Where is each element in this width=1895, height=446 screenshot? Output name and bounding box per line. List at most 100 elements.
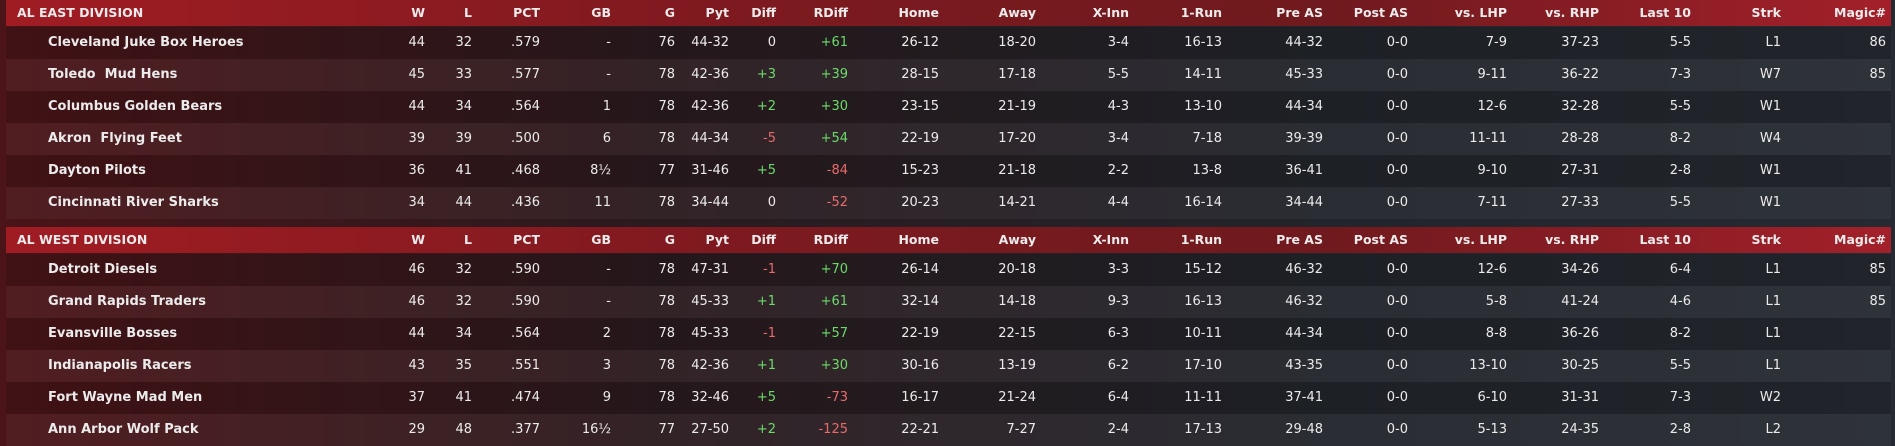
l: 34: [455, 99, 472, 114]
last-10: 2-8: [1669, 422, 1691, 437]
team: Indianapolis Racers: [48, 358, 192, 373]
streak: L1: [1765, 294, 1781, 309]
header-pyt: Pyt: [705, 5, 729, 20]
header-away: Away: [998, 232, 1036, 247]
last-10: 7-3: [1669, 390, 1691, 405]
pre-as: 46-32: [1285, 294, 1323, 309]
g: 76: [658, 35, 675, 50]
rdiff: +30: [820, 358, 848, 373]
header-post-as: Post AS: [1353, 5, 1408, 20]
rdiff: -73: [826, 390, 848, 405]
pre-as: 44-34: [1285, 326, 1323, 341]
g: 78: [658, 294, 675, 309]
rdiff: +61: [820, 294, 848, 309]
header-rdiff: RDiff: [813, 5, 848, 20]
home: 26-14: [901, 262, 939, 277]
pyt: 42-36: [691, 99, 729, 114]
x-inn: 3-4: [1107, 131, 1129, 146]
header-team: AL WEST DIVISION: [17, 232, 148, 247]
away: 7-27: [1006, 422, 1036, 437]
streak: L1: [1765, 358, 1781, 373]
header-pct: PCT: [513, 5, 540, 20]
vs-rhp: 27-31: [1561, 163, 1599, 178]
w: 44: [408, 99, 425, 114]
diff: +1: [756, 358, 776, 373]
vs-lhp: 8-8: [1485, 326, 1507, 341]
vs-rhp: 24-35: [1561, 422, 1599, 437]
last-10: 5-5: [1669, 358, 1691, 373]
team-row[interactable]: Dayton Pilots 36 41 .468 8½ 77 31-46 +5 -84 15-23…: [6, 155, 1891, 187]
division-header: AL EAST DIVISION W L PCT GB G Pyt Diff RDiff Home…: [6, 0, 1891, 26]
diff: +5: [756, 390, 776, 405]
one-run: 13-8: [1192, 163, 1222, 178]
last-10: 7-3: [1669, 67, 1691, 82]
last-10: 8-2: [1669, 326, 1691, 341]
header-x-inn: X-Inn: [1092, 232, 1129, 247]
pct: .474: [511, 390, 540, 405]
x-inn: 4-4: [1107, 195, 1129, 210]
streak: L2: [1765, 422, 1781, 437]
vs-rhp: 41-24: [1561, 294, 1599, 309]
team-row[interactable]: Grand Rapids Traders 46 32 .590 - 78 45-33 +1 +6…: [6, 286, 1891, 318]
team-row[interactable]: Columbus Golden Bears 44 34 .564 1 78 42-36 +2 +…: [6, 91, 1891, 123]
magic-number: 85: [1869, 67, 1886, 82]
header-streak: Strk: [1751, 5, 1781, 20]
l: 41: [455, 163, 472, 178]
l: 35: [455, 358, 472, 373]
pre-as: 29-48: [1285, 422, 1323, 437]
team-row[interactable]: Cleveland Juke Box Heroes 44 32 .579 - 76 44-3…: [6, 27, 1891, 59]
vs-rhp: 37-23: [1561, 35, 1599, 50]
post-as: 0-0: [1386, 294, 1408, 309]
team-row[interactable]: Indianapolis Racers 43 35 .551 3 78 42-36 +1 +30…: [6, 350, 1891, 382]
post-as: 0-0: [1386, 163, 1408, 178]
home: 15-23: [901, 163, 939, 178]
gb: -: [606, 294, 611, 309]
streak: L1: [1765, 262, 1781, 277]
diff: +1: [756, 294, 776, 309]
away: 13-19: [998, 358, 1036, 373]
gb: 16½: [581, 422, 611, 437]
last-10: 5-5: [1669, 99, 1691, 114]
pre-as: 34-44: [1285, 195, 1323, 210]
header-vs-lhp: vs. LHP: [1454, 5, 1507, 20]
diff: 0: [767, 195, 776, 210]
team-row[interactable]: Toledo Mud Hens 45 33 .577 - 78 42-36 +3 +39 28-1…: [6, 59, 1891, 91]
post-as: 0-0: [1386, 195, 1408, 210]
g: 78: [658, 195, 675, 210]
one-run: 14-11: [1184, 67, 1222, 82]
home: 22-19: [901, 326, 939, 341]
post-as: 0-0: [1386, 262, 1408, 277]
l: 48: [455, 422, 472, 437]
rdiff: +30: [820, 99, 848, 114]
g: 77: [658, 163, 675, 178]
header-one-run: 1-Run: [1180, 5, 1222, 20]
rdiff: -125: [818, 422, 848, 437]
header-pct: PCT: [513, 232, 540, 247]
pyt: 34-44: [691, 195, 729, 210]
magic-number: 85: [1869, 294, 1886, 309]
w: 43: [408, 358, 425, 373]
team-row[interactable]: Detroit Diesels 46 32 .590 - 78 47-31 -1 +70 26-1…: [6, 254, 1891, 286]
magic-number: 85: [1869, 262, 1886, 277]
vs-lhp: 7-9: [1485, 35, 1507, 50]
x-inn: 2-2: [1107, 163, 1129, 178]
header-home: Home: [898, 5, 939, 20]
diff: -1: [763, 326, 776, 341]
team-row[interactable]: Evansville Bosses 44 34 .564 2 78 45-33 -1 +57 22…: [6, 318, 1891, 350]
team-row[interactable]: Akron Flying Feet 39 39 .500 6 78 44-34 -5 +54 22…: [6, 123, 1891, 155]
last-10: 2-8: [1669, 163, 1691, 178]
pre-as: 46-32: [1285, 262, 1323, 277]
x-inn: 5-5: [1107, 67, 1129, 82]
rdiff: -84: [826, 163, 848, 178]
pyt: 42-36: [691, 67, 729, 82]
team: Akron Flying Feet: [48, 131, 182, 146]
team-row[interactable]: Cincinnati River Sharks 34 44 .436 11 78 34-44…: [6, 187, 1891, 219]
team-row[interactable]: Fort Wayne Mad Men 37 41 .474 9 78 32-46 +5 -73 1…: [6, 382, 1891, 414]
one-run: 17-10: [1184, 358, 1222, 373]
pre-as: 37-41: [1285, 390, 1323, 405]
pct: .468: [511, 163, 540, 178]
team-row[interactable]: Ann Arbor Wolf Pack 29 48 .377 16½ 77 27-50 +2 -…: [6, 414, 1891, 446]
streak: L1: [1765, 326, 1781, 341]
last-10: 5-5: [1669, 35, 1691, 50]
one-run: 16-13: [1184, 294, 1222, 309]
